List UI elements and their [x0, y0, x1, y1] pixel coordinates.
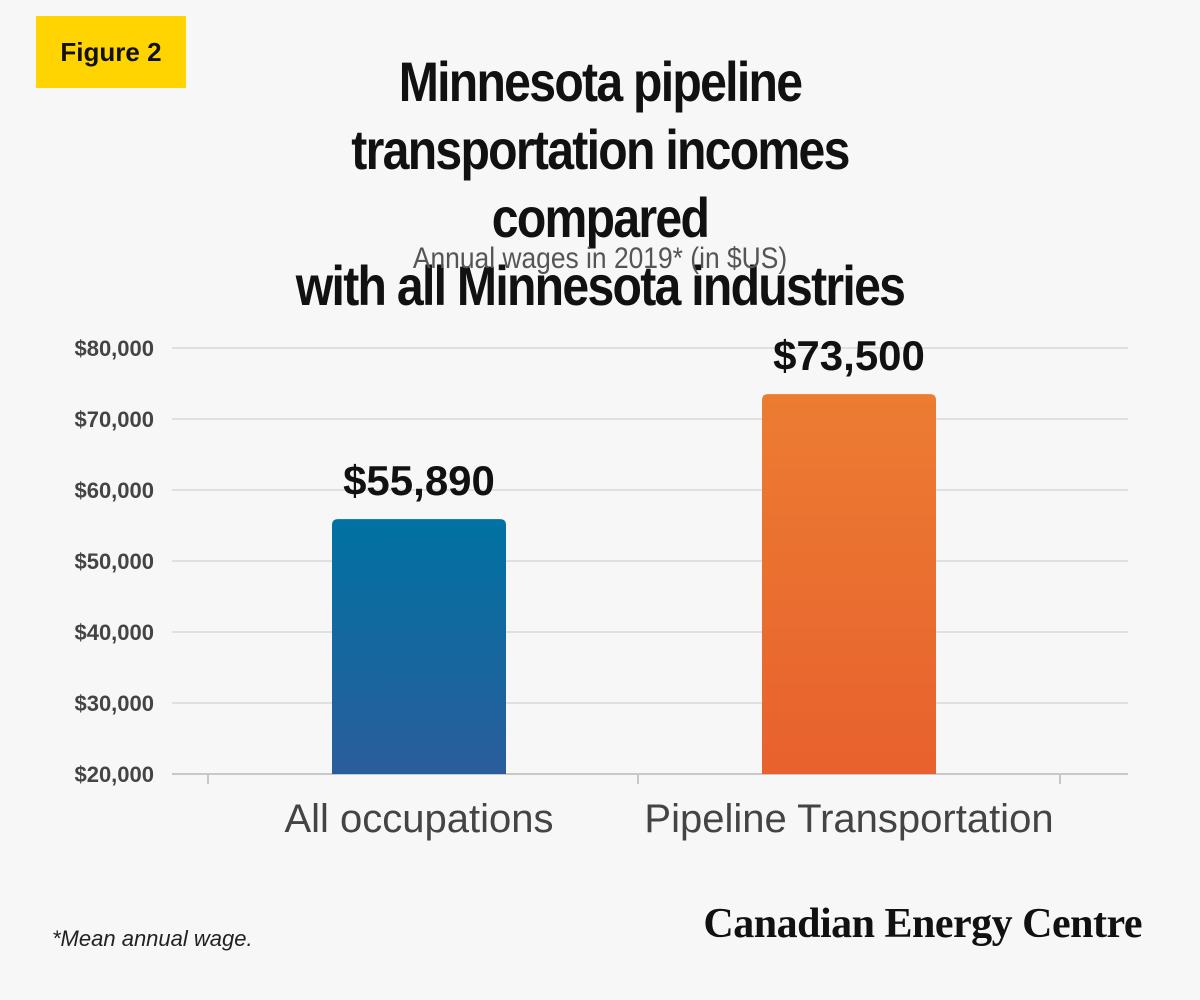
footnote: *Mean annual wage. [52, 926, 253, 951]
bar-value-label: $73,500 [773, 332, 925, 379]
bars [332, 394, 936, 774]
title-line-2: transportation incomes compared [351, 118, 850, 249]
title-line-1: Minnesota pipeline [398, 50, 803, 113]
x-category-label: Pipeline Transportation [644, 797, 1053, 841]
chart-title: Minnesota pipeline transportation income… [256, 48, 944, 320]
bar-chart: $20,000 $30,000 $40,000 $50,000 $60,000 $70,0… [74, 332, 1128, 841]
y-tick-label: $70,000 [74, 407, 154, 432]
bar-all-occupations [332, 519, 506, 774]
y-axis-ticks: $20,000 $30,000 $40,000 $50,000 $60,000 $70,0… [74, 336, 154, 787]
y-tick-label: $30,000 [74, 691, 154, 716]
bar-value-label: $55,890 [343, 457, 495, 504]
brand-logo: Canadian Energy Centre [703, 901, 1142, 947]
gridlines [172, 347, 1128, 784]
x-axis-categories: All occupations Pipeline Transportation [284, 797, 1053, 841]
y-tick-label: $80,000 [74, 336, 154, 361]
chart-subtitle: Annual wages in 2019* (in $US) [412, 242, 788, 275]
y-tick-label: $50,000 [74, 549, 154, 574]
y-tick-label: $20,000 [74, 762, 154, 787]
y-tick-label: $40,000 [74, 620, 154, 645]
x-category-label: All occupations [284, 797, 553, 841]
title-line-3: with all Minnesota industries [295, 254, 906, 317]
y-tick-label: $60,000 [74, 478, 154, 503]
value-labels: $55,890 $73,500 [343, 332, 925, 504]
figure-badge: Figure 2 [36, 16, 186, 88]
bar-pipeline-transportation [762, 394, 936, 774]
